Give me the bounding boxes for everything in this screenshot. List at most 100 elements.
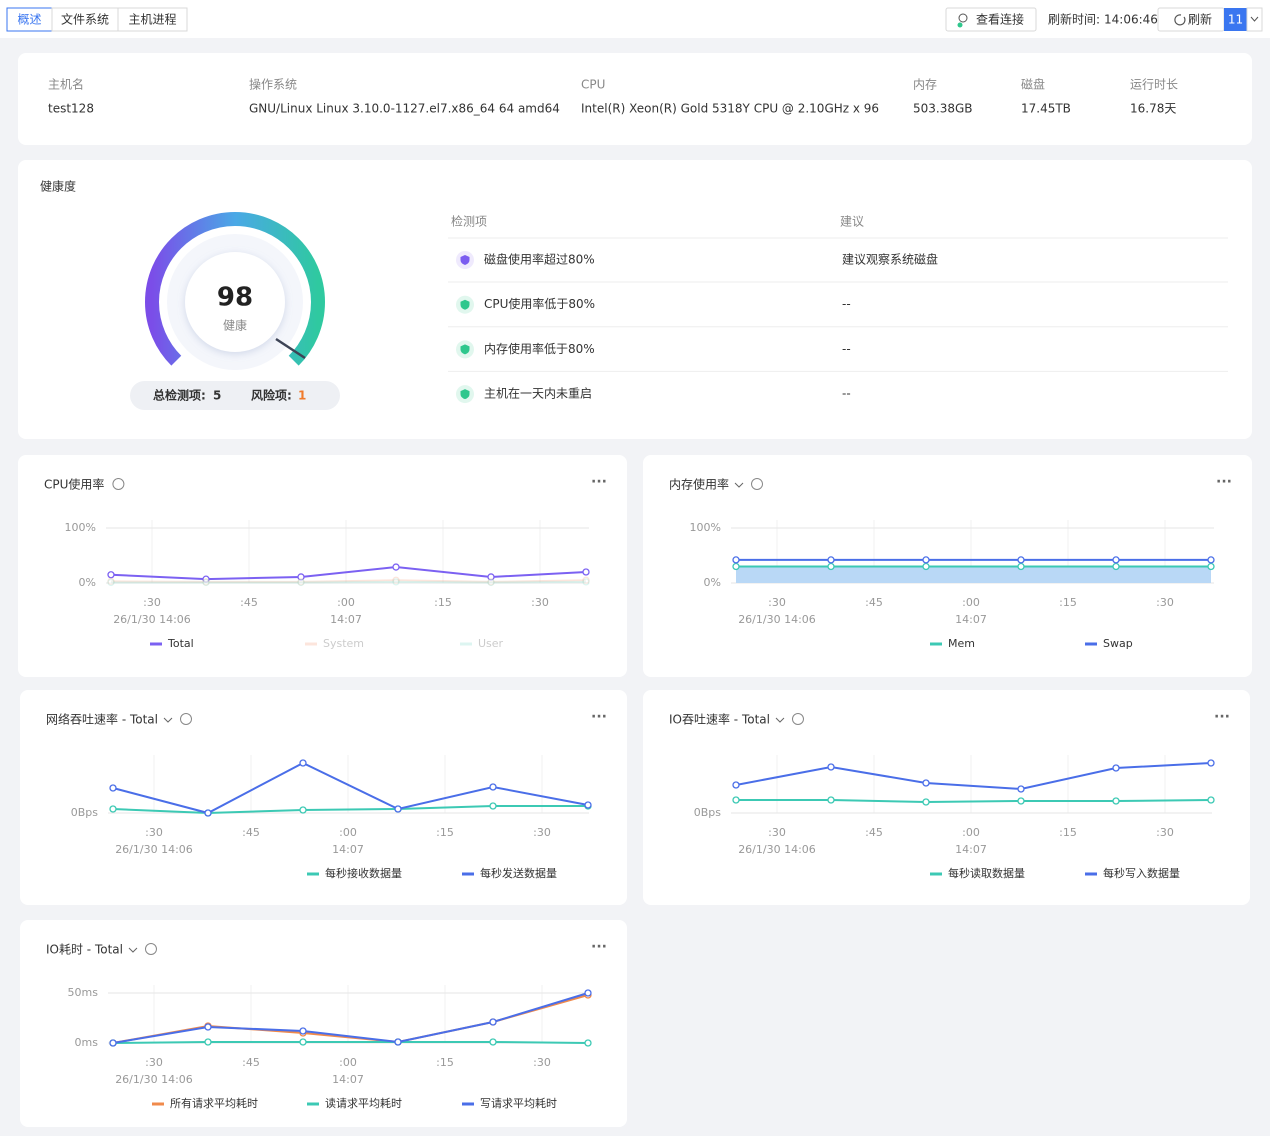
icon (957, 22, 963, 28)
y-tick-label: 0ms (75, 1036, 99, 1049)
host-field-label: 磁盘 (1021, 77, 1045, 92)
point (732, 556, 740, 564)
x-tick-sublabel: 14:07 (332, 1073, 364, 1086)
legend-swatch (930, 642, 942, 646)
point (1112, 556, 1120, 564)
chart-title: IO耗时 - Total (46, 943, 123, 957)
point (109, 805, 117, 813)
point (922, 562, 930, 571)
chart-title: 网络吞吐速率 - Total (46, 712, 158, 727)
more-icon: ··· (591, 474, 607, 490)
legend-label: 读请求平均耗时 (325, 1096, 402, 1110)
check-advice: -- (842, 297, 851, 311)
legend-swatch (307, 1102, 319, 1106)
chart-card (643, 690, 1250, 905)
view-connections-button[interactable] (945, 7, 1037, 32)
point (827, 763, 835, 771)
point (582, 576, 590, 584)
x-tick-sublabel: 26/1/30 14:06 (113, 613, 191, 626)
button-label[interactable]: 刷新 (1188, 12, 1212, 27)
status-icon (460, 255, 470, 265)
x-tick-sublabel: 26/1/30 14:06 (115, 1073, 193, 1086)
host-field-value: Intel(R) Xeon(R) Gold 5318Y CPU @ 2.10GH… (581, 102, 879, 116)
host-field-value: 503.38GB (913, 102, 973, 116)
legend-swatch (462, 872, 474, 876)
host-card (18, 53, 1252, 145)
y-tick-label: 100% (65, 521, 96, 534)
help-icon (112, 478, 125, 490)
tab-label[interactable]: 概述 (17, 13, 41, 27)
x-tick-label: :00 (962, 596, 980, 609)
chart-title: 内存使用率 (669, 477, 729, 492)
point (1017, 556, 1025, 564)
check-advice: -- (842, 387, 851, 401)
x-tick-label: :30 (768, 596, 786, 609)
tab[interactable] (117, 7, 188, 32)
x-tick-sublabel: 26/1/30 14:06 (738, 613, 816, 626)
legend-label: 写请求平均耗时 (480, 1097, 557, 1110)
point (584, 1039, 592, 1047)
series-line (110, 579, 587, 583)
interval[interactable]: 11 (1228, 13, 1243, 27)
point (1017, 562, 1025, 571)
host-field-value: 17.45TB (1021, 102, 1071, 116)
point (202, 578, 210, 586)
host-field-label: 内存 (913, 78, 937, 92)
interval-dropdown[interactable] (1246, 7, 1263, 32)
interval-box[interactable] (1224, 8, 1247, 31)
button-label[interactable]: 查看连接 (976, 12, 1024, 27)
point (204, 809, 212, 817)
risk-label: 风险项: (251, 388, 292, 403)
tab-label[interactable]: 文件系统 (61, 12, 109, 27)
dropdown-icon (775, 717, 785, 723)
x-tick-label: :30 (1156, 826, 1174, 839)
chart-title: IO吞吐速率 - Total (669, 712, 770, 727)
risk-count: 1 (298, 389, 306, 403)
x-tick-sublabel: 14:07 (955, 613, 987, 626)
x-tick-sublabel: 14:07 (330, 613, 362, 626)
legend-swatch (150, 642, 162, 646)
point (107, 571, 115, 579)
y-tick-label: 0Bps (71, 806, 99, 819)
point (489, 802, 497, 810)
tab-label[interactable]: 主机进程 (128, 12, 176, 27)
column-header: 建议 (840, 215, 864, 229)
point (297, 573, 305, 581)
point (109, 784, 117, 792)
series-line (112, 1041, 589, 1044)
more-icon: ··· (1214, 709, 1230, 725)
x-tick-label: :15 (1059, 826, 1077, 839)
point (1112, 764, 1120, 772)
point (584, 801, 592, 809)
x-tick-label: :30 (533, 826, 551, 839)
summary-pill (130, 381, 340, 410)
x-tick-label: :30 (531, 596, 549, 609)
more-icon: ··· (591, 939, 607, 955)
y-tick-label: 0% (79, 576, 96, 589)
total-count: 5 (213, 389, 221, 403)
health-score-label: 健康 (223, 318, 247, 333)
x-tick-label: :00 (962, 826, 980, 839)
legend-swatch (1085, 872, 1097, 876)
point (922, 779, 930, 787)
legend-swatch (307, 872, 319, 876)
point (827, 556, 835, 564)
status-icon (460, 344, 470, 355)
dropdown-icon (734, 482, 744, 488)
legend-label: Total (167, 637, 194, 650)
point (582, 568, 590, 576)
point (582, 578, 590, 586)
point (584, 989, 592, 997)
status-icon (460, 299, 470, 310)
x-tick-label: :45 (242, 1056, 260, 1069)
icon (958, 13, 968, 23)
legend-label: 每秒读取数据量 (948, 866, 1025, 880)
more-icon: ··· (591, 709, 607, 725)
refresh-time: 14:06:46 (1104, 13, 1158, 27)
point (489, 1018, 497, 1026)
point (922, 556, 930, 564)
point (109, 1039, 117, 1047)
health-title: 健康度 (40, 179, 76, 194)
point (107, 578, 115, 587)
series-line (736, 799, 1212, 804)
